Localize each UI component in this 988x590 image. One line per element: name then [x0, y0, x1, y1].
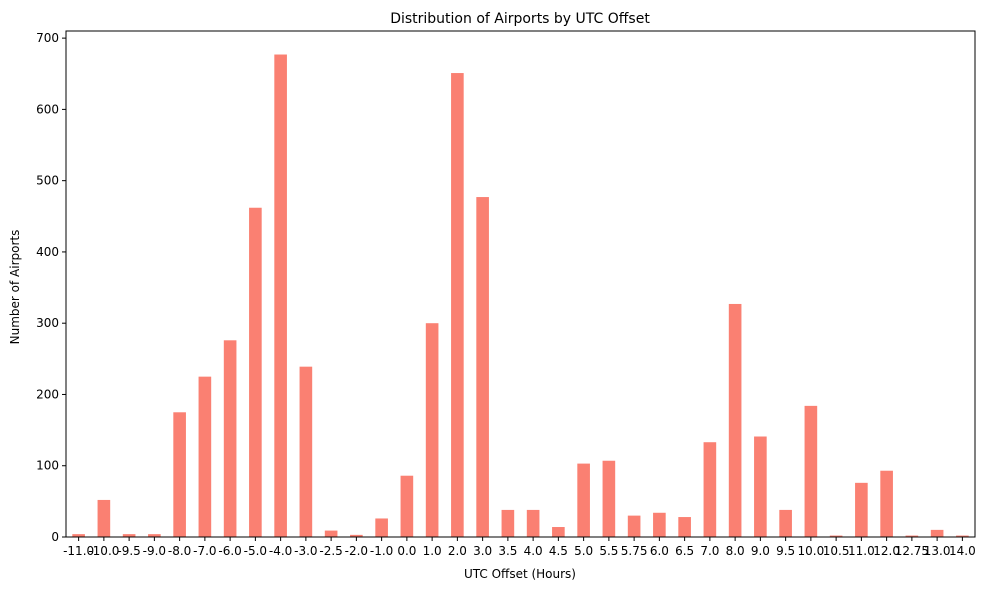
x-tick-label: 5.5 — [599, 544, 618, 558]
x-axis-title: UTC Offset (Hours) — [464, 567, 576, 581]
x-tick-label: -7.0 — [193, 544, 216, 558]
x-tick-label: -2.5 — [319, 544, 342, 558]
y-tick-label: 200 — [36, 387, 59, 401]
bar--5.0 — [249, 207, 262, 538]
bar--2.5 — [324, 530, 338, 537]
bar--9.0 — [148, 534, 161, 537]
bar--10.0 — [97, 499, 111, 537]
x-tick-label: -4.0 — [269, 544, 292, 558]
bar-2.0 — [451, 73, 464, 538]
x-tick-label: -2.0 — [345, 544, 368, 558]
bar-12.0 — [880, 470, 893, 537]
bar-5.75 — [627, 515, 641, 537]
x-tick-label: 12.0 — [873, 544, 900, 558]
x-tick-label: 9.0 — [751, 544, 770, 558]
bar-12.75 — [905, 535, 919, 537]
bar-4.0 — [526, 509, 540, 537]
bar-6.5 — [678, 517, 691, 537]
bar-0.0 — [400, 475, 414, 537]
y-tick-label: 400 — [36, 245, 59, 259]
y-axis: 0 100 200 300 400 500 600 700 — [36, 31, 66, 544]
y-axis-title: Number of Airports — [8, 230, 22, 345]
x-tick-label: 6.5 — [675, 544, 694, 558]
plot-frame — [65, 30, 976, 538]
bar-10.0 — [804, 405, 818, 537]
x-tick-label: -9.0 — [143, 544, 166, 558]
x-tick-label: 9.5 — [776, 544, 795, 558]
x-tick-label: 4.0 — [524, 544, 543, 558]
bar--9.5 — [122, 534, 136, 537]
x-tick-label: -10.0 — [88, 544, 119, 558]
bar--2.0 — [350, 534, 363, 537]
y-tick-label: 600 — [36, 102, 59, 116]
x-tick-label: -1.0 — [370, 544, 393, 558]
bar-5.5 — [602, 460, 616, 537]
bar-3.5 — [501, 509, 515, 537]
x-tick-label: 12.75 — [895, 544, 929, 558]
x-tick-label: 3.5 — [498, 544, 517, 558]
bar-4.5 — [552, 527, 565, 537]
bars-group — [72, 54, 969, 538]
bar-9.0 — [754, 436, 767, 537]
bar-9.5 — [779, 509, 792, 537]
bar-3.0 — [476, 197, 489, 537]
x-tick-label: -3.0 — [294, 544, 317, 558]
bar-1.0 — [425, 323, 439, 537]
x-tick-label: 11.0 — [848, 544, 875, 558]
x-tick-label: 0.0 — [397, 544, 416, 558]
x-tick-label: 7.0 — [700, 544, 719, 558]
x-tick-label: -9.5 — [117, 544, 140, 558]
bar-5.0 — [577, 463, 590, 537]
x-tick-label: 6.0 — [650, 544, 669, 558]
bar-11.0 — [855, 482, 868, 537]
bar-13.0 — [930, 529, 944, 537]
y-tick-label: 300 — [36, 316, 59, 330]
bar--6.0 — [223, 340, 237, 537]
x-tick-label: -8.0 — [168, 544, 191, 558]
bar--7.0 — [198, 376, 212, 537]
x-tick-label: 2.0 — [448, 544, 467, 558]
x-tick-label: 5.0 — [574, 544, 593, 558]
bar-7.0 — [703, 442, 717, 537]
x-tick-label: -5.0 — [244, 544, 267, 558]
bar--3.0 — [299, 366, 313, 537]
x-tick-label: -11.0 — [63, 544, 94, 558]
x-tick-label: 4.5 — [549, 544, 568, 558]
bar-10.5 — [829, 535, 843, 537]
y-tick-label: 700 — [36, 31, 59, 45]
x-tick-label: 14.0 — [949, 544, 976, 558]
x-tick-label: 10.5 — [823, 544, 850, 558]
bar--8.0 — [173, 412, 186, 537]
bar-14.0 — [956, 535, 969, 537]
y-tick-label: 100 — [36, 459, 59, 473]
x-tick-label: -6.0 — [218, 544, 241, 558]
x-tick-label: 5.75 — [621, 544, 648, 558]
bar--1.0 — [375, 518, 388, 537]
x-tick-label: 13.0 — [924, 544, 951, 558]
x-tick-label: 8.0 — [726, 544, 745, 558]
x-tick-label: 1.0 — [423, 544, 442, 558]
bar-8.0 — [728, 303, 742, 537]
bar-6.0 — [653, 512, 666, 537]
y-tick-label: 500 — [36, 174, 59, 188]
x-tick-label: 10.0 — [798, 544, 825, 558]
bar--11.0 — [72, 534, 85, 537]
bar--4.0 — [274, 54, 287, 537]
x-tick-label: 3.0 — [473, 544, 492, 558]
x-axis: -11.0-10.0-9.5 -9.0 -8.0 -7.0 -6.0 -5.0 -4.0 -3… — [63, 537, 976, 558]
chart-title: Distribution of Airports by UTC Offset — [390, 11, 650, 27]
y-tick-label: 0 — [51, 530, 59, 544]
